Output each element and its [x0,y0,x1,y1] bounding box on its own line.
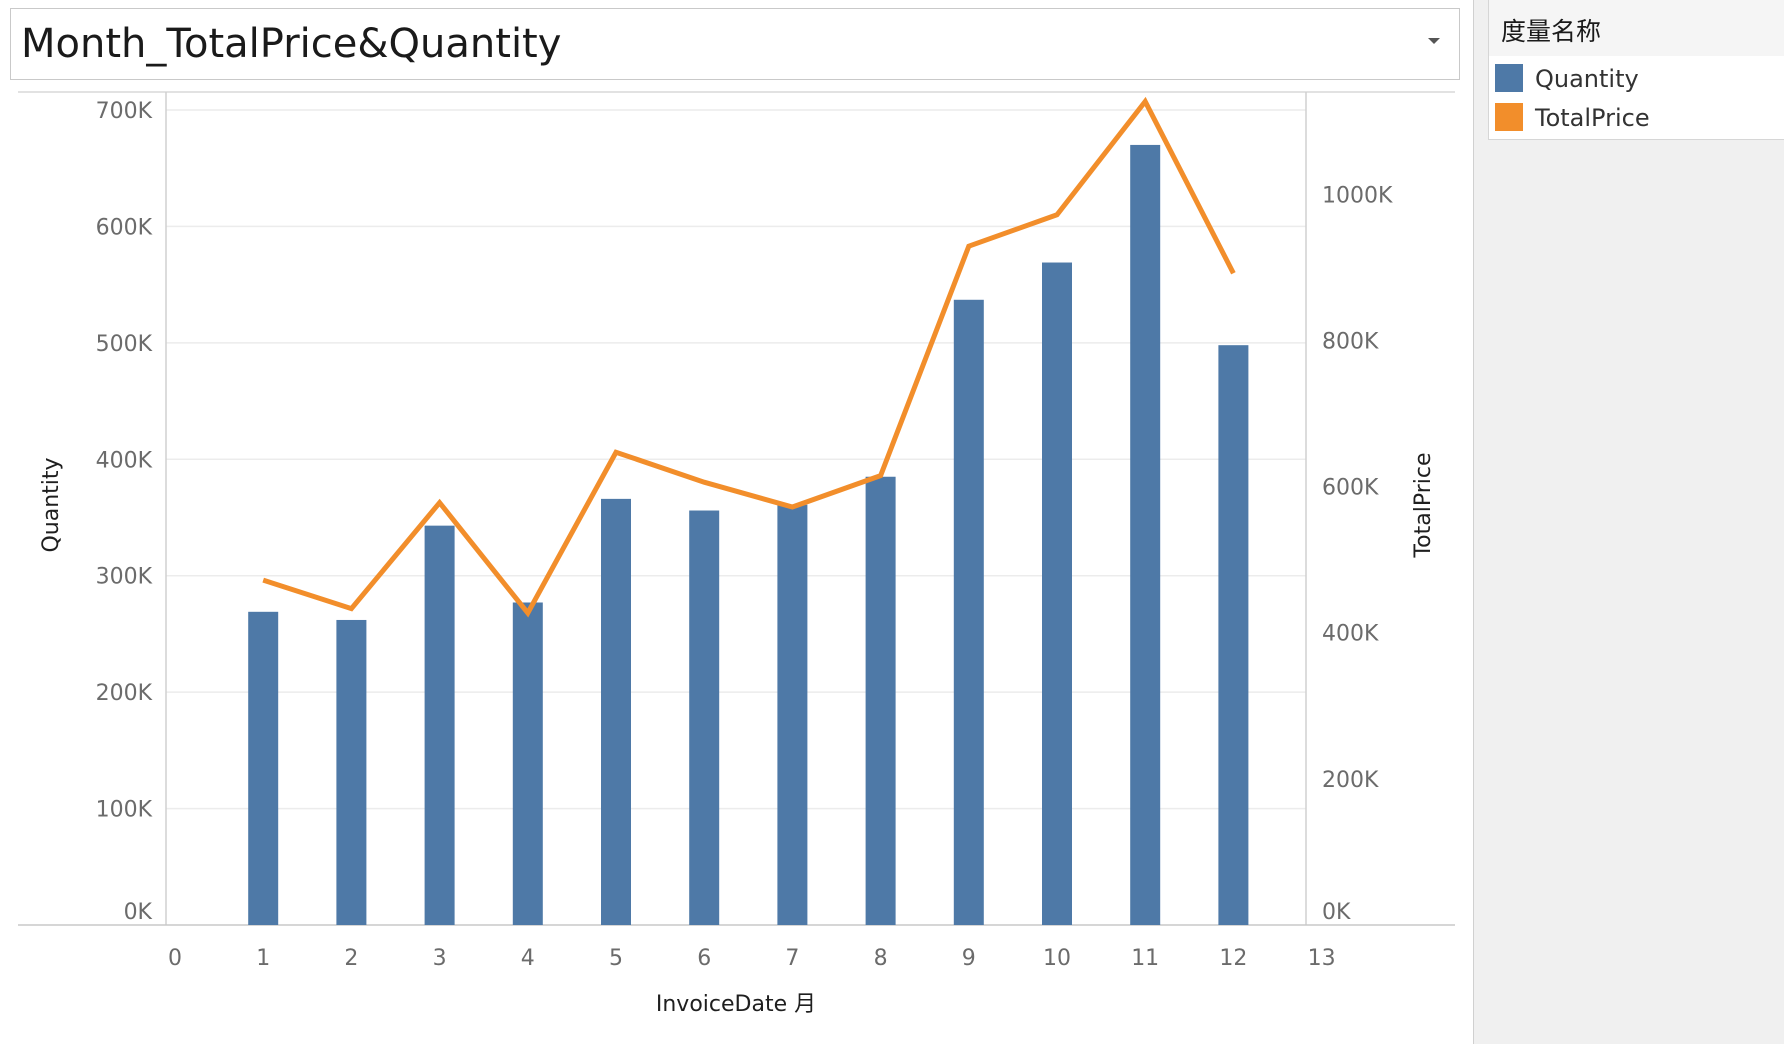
left-tick-label: 400K [96,448,153,473]
legend-label-quantity: Quantity [1535,65,1639,93]
right-tick-label: 800K [1322,329,1379,354]
x-axis-ticks: 0 1 2 3 4 5 6 7 8 9 10 11 12 13 [168,946,1336,971]
bar-quantity-7[interactable] [777,504,808,925]
left-axis-ticks: 0K 100K 200K 300K 400K 500K 600K 700K [96,99,153,925]
bar-quantity-5[interactable] [601,498,631,925]
x-tick-label: 8 [874,946,888,971]
bar-quantity-9[interactable] [953,299,984,925]
x-tick-label: 10 [1043,946,1071,971]
x-tick-label: 12 [1219,946,1247,971]
right-tick-label: 1000K [1322,183,1393,208]
left-tick-label: 200K [96,681,153,706]
title-bar: Month_TotalPrice&Quantity [10,8,1460,80]
x-tick-label: 7 [785,946,799,971]
left-tick-label: 700K [96,99,153,124]
bar-quantity-8[interactable] [865,476,896,925]
left-tick-label: 0K [124,900,153,925]
legend-title: 度量名称 [1501,17,1602,46]
chart-title: Month_TotalPrice&Quantity [21,21,562,67]
line-totalprice[interactable] [262,96,1236,618]
bar-quantity-1[interactable] [248,611,279,925]
bar-series [248,144,1249,926]
bar-quantity-2[interactable] [336,619,367,925]
bar-quantity-4[interactable] [512,602,543,925]
bar-quantity-3[interactable] [424,525,455,925]
x-tick-label: 3 [433,946,447,971]
legend-header [1489,0,1784,56]
left-tick-label: 500K [96,332,153,357]
x-tick-label: 11 [1131,946,1159,971]
legend-label-totalprice: TotalPrice [1535,104,1650,132]
legend-swatch-quantity [1495,64,1523,92]
x-tick-label: 5 [609,946,623,971]
right-tick-label: 0K [1322,900,1351,925]
legend-item-totalprice[interactable]: TotalPrice [1495,103,1775,133]
legend-item-quantity[interactable]: Quantity [1495,64,1775,94]
x-tick-label: 6 [697,946,711,971]
plot-frame [18,91,1455,926]
bar-quantity-12[interactable] [1218,345,1249,926]
bar-quantity-11[interactable] [1130,144,1161,925]
left-axis-title: Quantity [39,457,64,552]
x-axis-title: InvoiceDate 月 [656,992,816,1017]
x-tick-label: 2 [344,946,358,971]
right-axis-title: TotalPrice [1411,452,1436,558]
right-axis-ticks: 0K 200K 400K 600K 800K 1000K [1322,183,1393,925]
bar-quantity-6[interactable] [689,510,720,925]
side-panel: 度量名称 Quantity TotalPrice [1473,0,1784,1044]
right-tick-label: 400K [1322,622,1379,647]
x-tick-label: 0 [168,946,182,971]
x-tick-label: 4 [521,946,535,971]
left-tick-label: 600K [96,215,153,240]
left-tick-label: 100K [96,798,153,823]
legend-swatch-totalprice [1495,103,1523,131]
bar-quantity-10[interactable] [1042,262,1072,925]
legend: 度量名称 Quantity TotalPrice [1488,0,1784,140]
line-series [262,96,1236,618]
right-tick-label: 200K [1322,768,1379,793]
chevron-down-icon[interactable] [1419,27,1449,57]
x-tick-label: 9 [962,946,976,971]
left-tick-label: 300K [96,565,153,590]
x-tick-label: 1 [256,946,270,971]
x-tick-label: 13 [1308,946,1336,971]
right-tick-label: 600K [1322,476,1379,501]
